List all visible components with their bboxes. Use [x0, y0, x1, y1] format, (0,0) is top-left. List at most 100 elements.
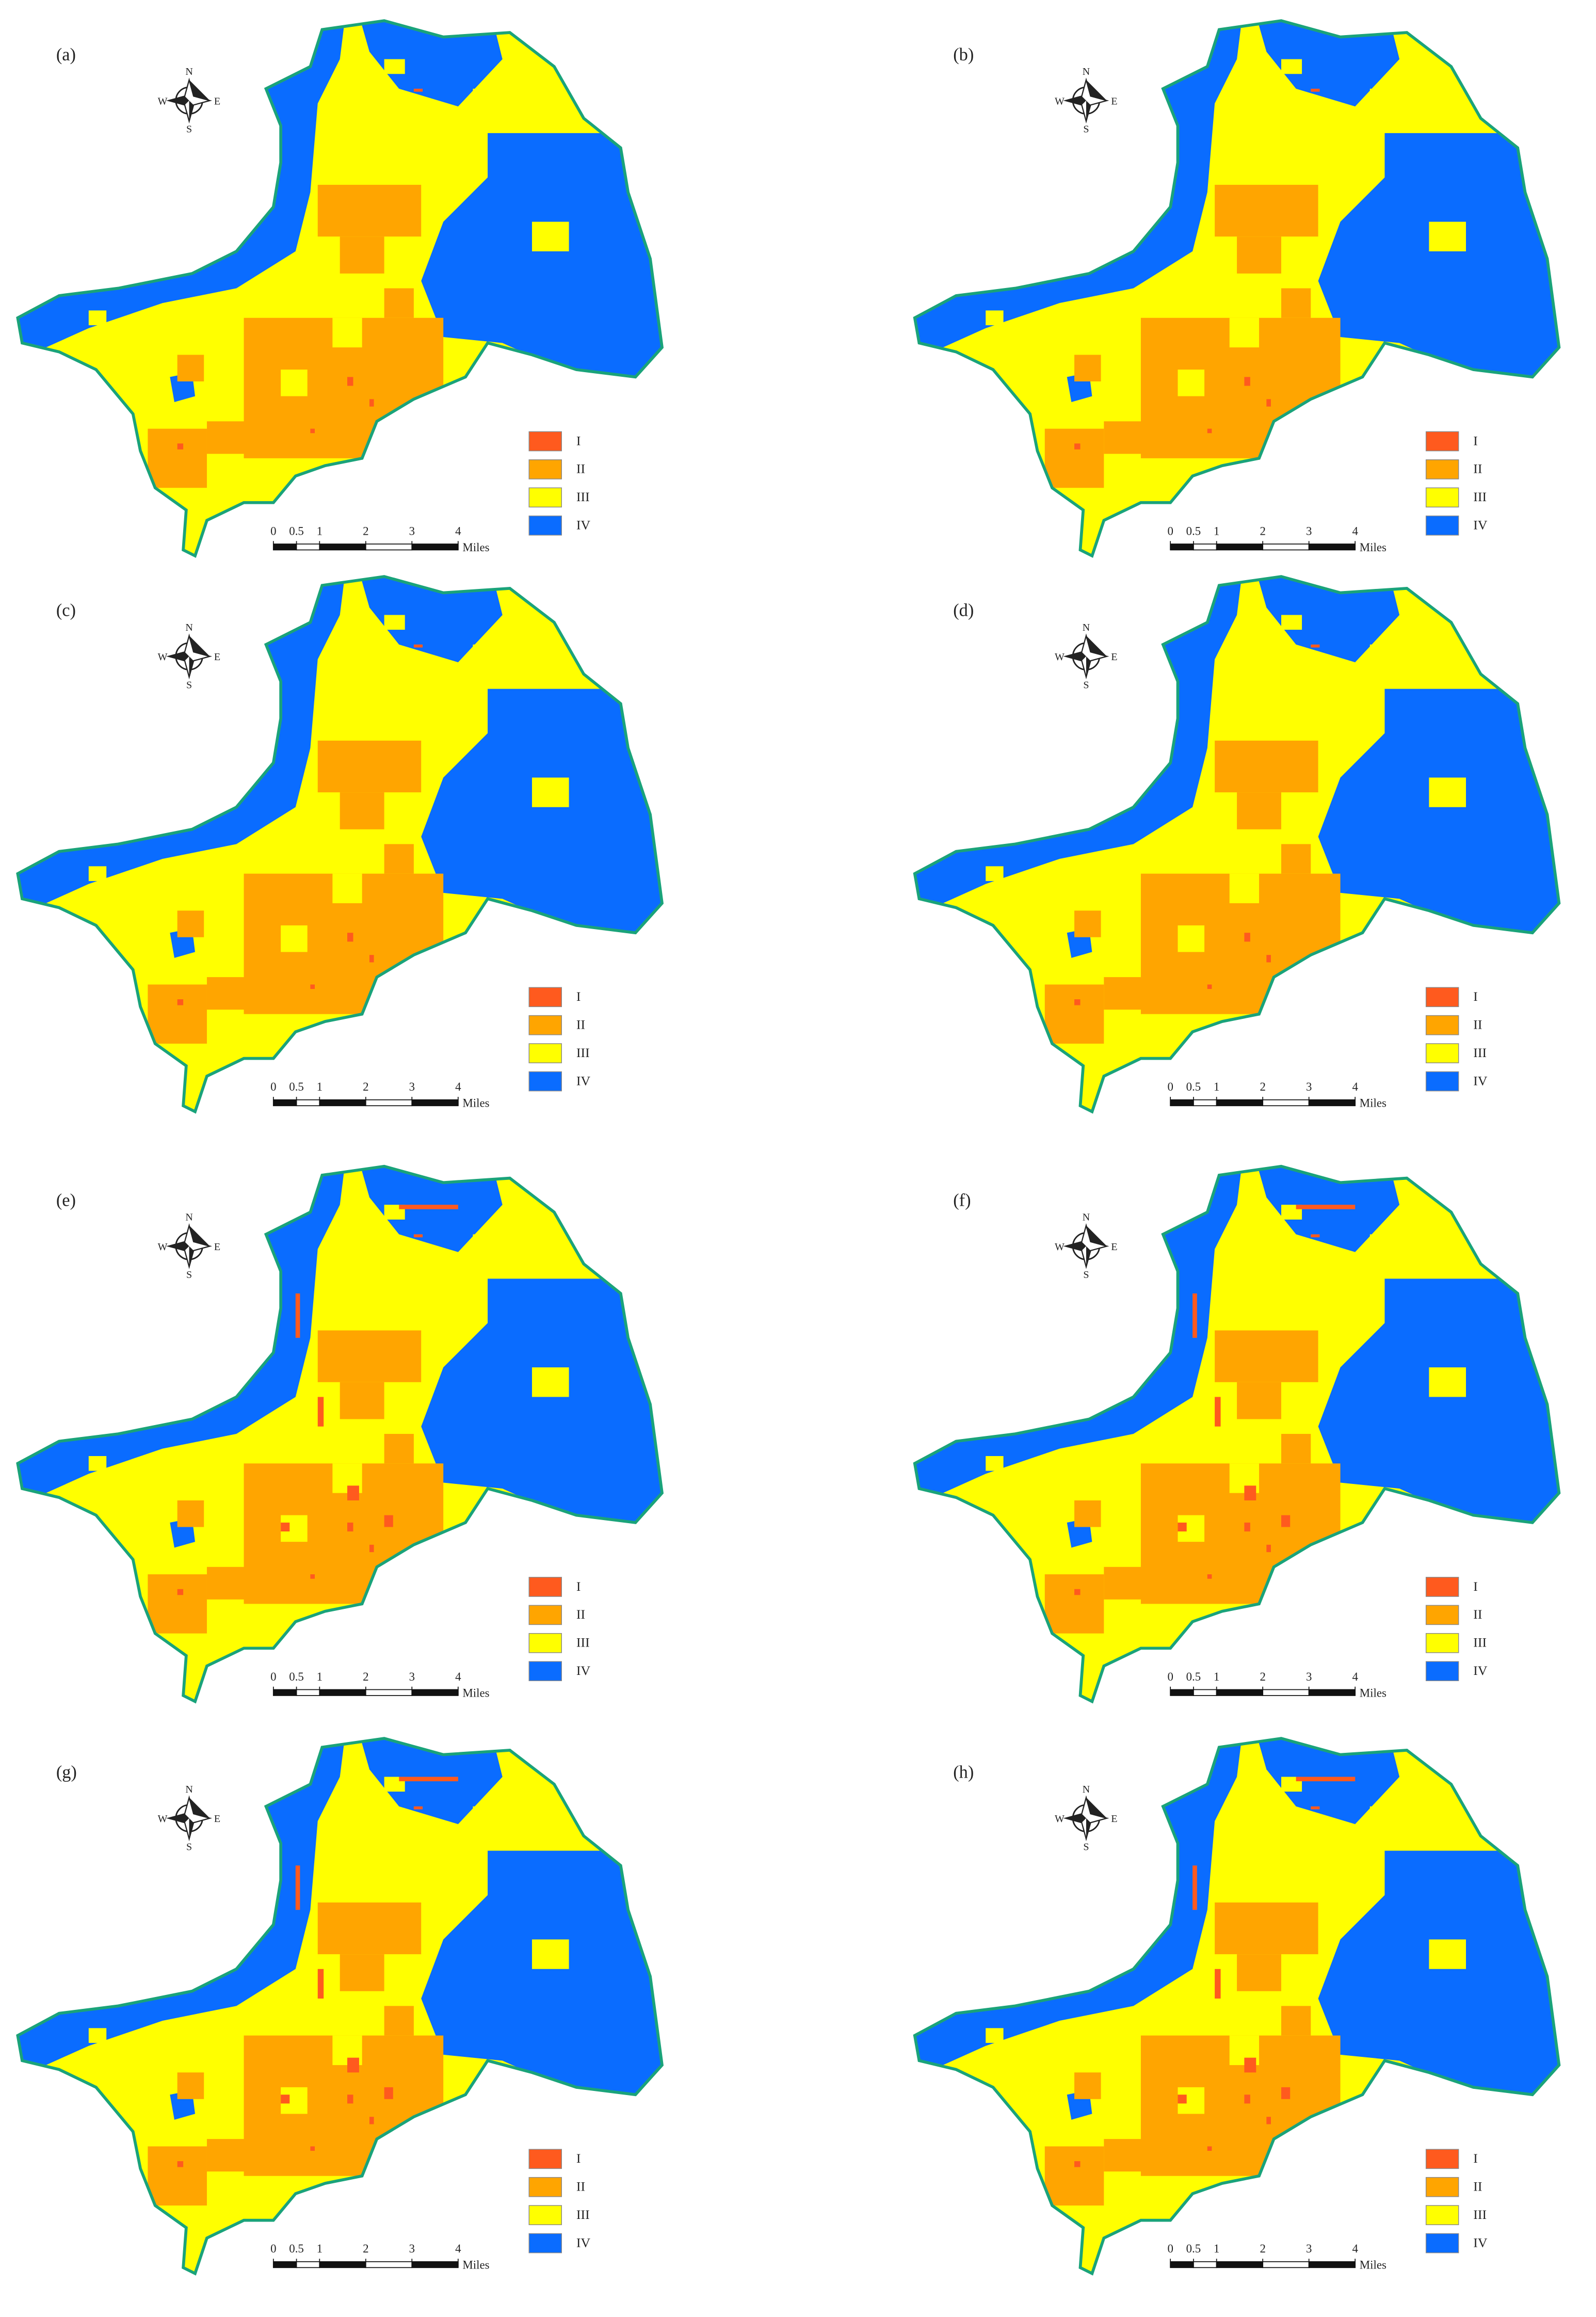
scale-segment — [1308, 1689, 1356, 1696]
legend-swatch — [1425, 1015, 1459, 1035]
class-ii-area — [177, 910, 204, 937]
scale-label: 0.5 — [289, 524, 304, 537]
class-i-spot — [1311, 1234, 1320, 1238]
scale-segment — [1216, 1689, 1264, 1696]
class-i-spot — [1244, 1522, 1250, 1532]
map-boundary — [16, 1164, 664, 1704]
scale-label: 2 — [1260, 524, 1265, 537]
scale-segment — [1193, 1689, 1217, 1696]
legend-label: I — [1473, 989, 1478, 1004]
map-boundary — [16, 1737, 664, 2276]
legend-swatch — [528, 459, 562, 480]
class-i-spot — [177, 999, 184, 1005]
compass-e: E — [1111, 1241, 1117, 1253]
scale-segment — [319, 1689, 366, 1696]
class-iii-patch — [281, 370, 308, 396]
legend-swatch — [528, 1577, 562, 1597]
class-ii-area — [1281, 844, 1311, 874]
panel-label: (g) — [56, 1763, 77, 1782]
scale-segment — [319, 2261, 366, 2268]
compass-star-dark — [1065, 635, 1107, 677]
class-i-spot — [347, 2095, 353, 2104]
class-i-spot — [1296, 1205, 1356, 1209]
class-iii-patch — [399, 1574, 429, 1597]
scale-unit: Miles — [462, 1097, 489, 1110]
legend-swatch — [528, 1605, 562, 1625]
class-i-spot — [347, 377, 353, 386]
compass-star-dark — [168, 635, 210, 677]
legend-swatch — [1425, 2149, 1459, 2169]
scale-label: 0.5 — [289, 1670, 304, 1683]
scale-label: 3 — [409, 1670, 415, 1683]
class-iii-patch — [140, 343, 162, 358]
legend-label: I — [1473, 2151, 1478, 2166]
compass-e: E — [214, 651, 220, 663]
class-iii-patch — [88, 1456, 107, 1471]
legend-swatch — [528, 2205, 562, 2225]
class-ii-area — [1044, 984, 1104, 1044]
legend-label: IV — [576, 1663, 591, 1678]
legend-swatch — [1425, 1605, 1459, 1625]
class-iii-patch — [140, 1489, 162, 1504]
compass-e: E — [1111, 95, 1117, 107]
compass-w: W — [1055, 1241, 1065, 1253]
legend-label: I — [576, 2151, 581, 2166]
scale-unit: Miles — [1360, 2259, 1387, 2272]
class-ii-area — [148, 1574, 207, 1634]
class-iii-patch — [986, 310, 1004, 326]
scale-label: 3 — [409, 1080, 415, 1093]
legend-swatch — [1425, 2205, 1459, 2225]
scale-label: 4 — [455, 524, 461, 537]
legend-label: IV — [576, 2235, 591, 2250]
compass-w: W — [158, 1813, 168, 1825]
compass: N S W E — [158, 1784, 221, 1853]
class-i-spot — [1192, 1293, 1197, 1338]
scale-segment — [319, 1099, 366, 1107]
scale-segment — [1262, 1099, 1310, 1107]
class-i-spot — [1296, 1777, 1356, 1782]
class-i-spot — [281, 1522, 290, 1532]
legend-label: III — [1473, 2207, 1487, 2222]
class-iii-patch — [1037, 1489, 1058, 1504]
class-ii-area — [317, 185, 422, 237]
class-ii-area — [177, 355, 204, 381]
class-ii-area — [317, 1902, 422, 1955]
legend-label: II — [576, 2179, 585, 2194]
legend-swatch — [528, 2149, 562, 2169]
class-i-spot — [310, 984, 315, 989]
class-iii-patch — [1229, 317, 1260, 348]
class-ii-area — [206, 1567, 251, 1600]
scale-label: 0 — [1167, 2242, 1173, 2255]
class-iv-area — [421, 1850, 663, 2110]
scale-segment — [1170, 544, 1194, 551]
scale-segment — [1308, 2261, 1356, 2268]
scale-label: 1 — [317, 1670, 323, 1683]
class-i-spot — [317, 1397, 324, 1427]
class-i-spot — [1244, 933, 1250, 942]
compass-n: N — [185, 622, 192, 633]
scale-label: 0.5 — [1186, 1670, 1201, 1683]
class-iii-patch — [986, 866, 1004, 881]
legend-swatch — [1425, 1043, 1459, 1063]
class-ii-area — [340, 236, 384, 274]
scale-unit: Miles — [1360, 1686, 1387, 1699]
compass-e: E — [214, 95, 220, 107]
class-i-spot — [1266, 1544, 1271, 1553]
scale-segment — [411, 2261, 459, 2268]
class-iii-patch — [532, 1367, 569, 1397]
class-i-spot — [347, 2057, 359, 2073]
class-iii-patch — [281, 925, 308, 952]
class-ii-area — [177, 1500, 204, 1527]
class-ii-area — [1074, 1500, 1101, 1527]
class-iii-patch — [399, 984, 429, 1007]
class-i-spot — [369, 399, 374, 407]
class-iii-patch — [332, 873, 362, 903]
scale-segment — [365, 544, 413, 551]
scale-segment — [365, 1689, 413, 1696]
scale-label: 1 — [1214, 524, 1219, 537]
scale-label: 4 — [455, 1080, 461, 1093]
class-i-spot — [369, 955, 374, 963]
